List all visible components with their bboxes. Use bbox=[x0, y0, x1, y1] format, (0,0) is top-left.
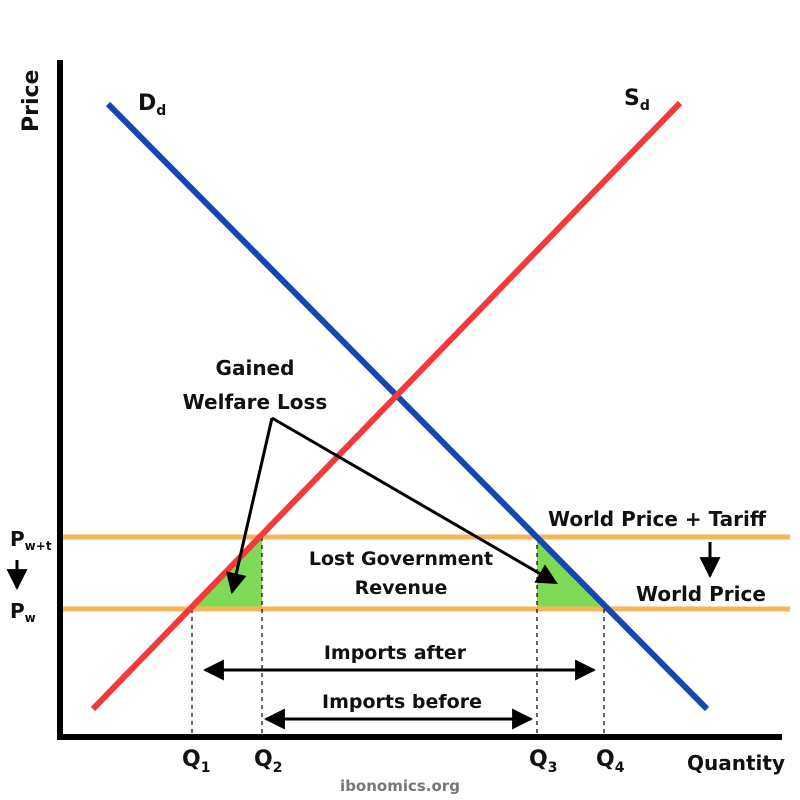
tariff-price-label: World Price + Tariff bbox=[548, 507, 767, 531]
imports-before-label: Imports before bbox=[322, 691, 482, 713]
q3-label: Q3 bbox=[529, 747, 557, 776]
world-price-axis-label: Pw bbox=[10, 599, 36, 625]
site-credit: ibonomics.org bbox=[340, 777, 460, 795]
welfare-loss-pointer-left bbox=[226, 417, 274, 595]
q4-label: Q4 bbox=[596, 747, 625, 776]
tariff-price-axis-label: Pw+t bbox=[10, 527, 52, 553]
world-price-label: World Price bbox=[636, 582, 766, 606]
gov-revenue-label-line1: Lost Government bbox=[309, 548, 493, 570]
demand-curve bbox=[105, 101, 710, 712]
welfare-loss-label-line1: Gained bbox=[216, 356, 295, 380]
imports-after-label: Imports after bbox=[324, 642, 467, 664]
q1-label: Q1 bbox=[182, 747, 210, 776]
welfare-loss-label-line2: Welfare Loss bbox=[183, 390, 328, 414]
gov-revenue-label-line2: Revenue bbox=[355, 577, 448, 599]
supply-curve bbox=[90, 100, 683, 712]
demand-label: Dd bbox=[138, 91, 166, 119]
supply-label: Sd bbox=[624, 86, 650, 114]
x-axis-label: Quantity bbox=[687, 751, 785, 775]
q2-label: Q2 bbox=[254, 747, 282, 776]
y-axis-label: Price bbox=[19, 70, 44, 132]
welfare-loss-pointer-right bbox=[271, 416, 558, 585]
